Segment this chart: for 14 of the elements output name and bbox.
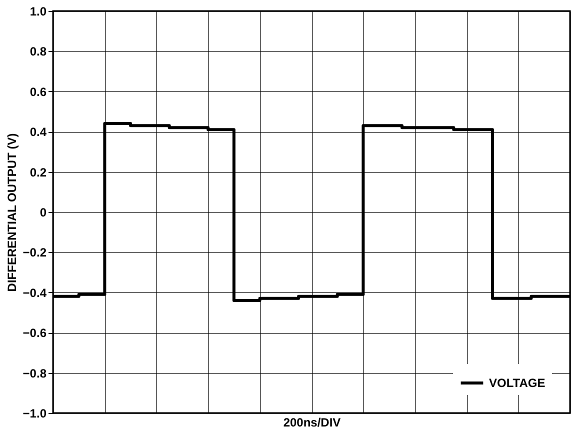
y-tick-label: −0.8 bbox=[22, 366, 47, 380]
y-tick-label: 0 bbox=[40, 206, 47, 220]
x-axis-title: 200ns/DIV bbox=[283, 416, 341, 430]
y-tick-label: 0.2 bbox=[30, 165, 47, 180]
y-tick-label: 0.8 bbox=[30, 44, 47, 59]
y-tick-label: −0.6 bbox=[22, 326, 47, 340]
y-tick-label: 0.6 bbox=[30, 84, 47, 99]
y-tick-label: −0.4 bbox=[22, 286, 47, 300]
y-tick-label: −1.0 bbox=[22, 406, 47, 420]
y-axis-title: DIFFERENTIAL OUTPUT (V) bbox=[4, 133, 19, 292]
legend-label: VOLTAGE bbox=[489, 376, 546, 390]
y-tick-label: 0.4 bbox=[30, 125, 47, 140]
y-tick-label: −0.2 bbox=[22, 246, 47, 260]
y-tick-label: 1.0 bbox=[30, 4, 47, 18]
